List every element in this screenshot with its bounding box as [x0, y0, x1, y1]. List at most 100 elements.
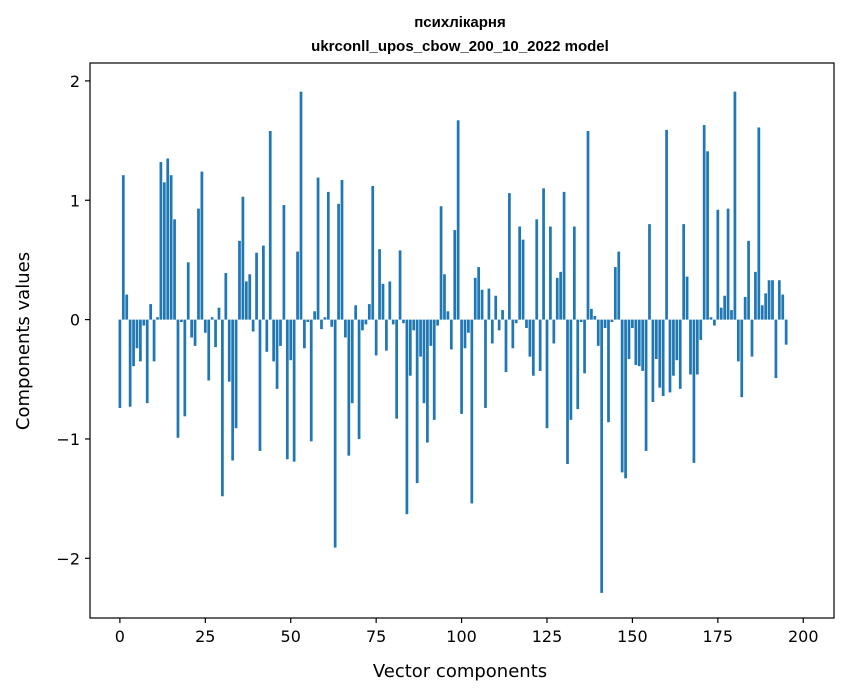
bar-150 [631, 319, 634, 328]
bar-35 [238, 240, 241, 320]
bar-91 [429, 319, 433, 346]
bar-76 [378, 249, 381, 320]
chart-title: психлікарня [414, 14, 506, 31]
bar-16 [173, 219, 176, 320]
bar-27 [210, 317, 214, 320]
bar-83 [402, 319, 405, 324]
bar-49 [285, 319, 289, 460]
bar-39 [251, 319, 255, 332]
bar-128 [555, 277, 559, 320]
bar-186 [754, 271, 757, 320]
bar-89 [422, 319, 426, 404]
bar-40 [255, 252, 258, 320]
bar-118 [521, 239, 525, 320]
bar-30 [221, 319, 224, 497]
bar-4 [132, 319, 135, 367]
bar-123 [538, 319, 542, 371]
bar-63 [333, 319, 337, 548]
bar-141 [600, 319, 604, 593]
bar-160 [665, 129, 668, 320]
bar-98 [453, 230, 457, 320]
bar-148 [624, 319, 627, 479]
chart-subtitle: ukrconll_upos_cbow_200_10_2022 model [311, 38, 609, 55]
bar-159 [661, 319, 665, 396]
plot-frame [89, 62, 835, 619]
bar-149 [627, 319, 631, 359]
bar-147 [620, 319, 624, 473]
bar-100 [460, 319, 463, 414]
bar-55 [306, 319, 310, 322]
bar-62 [330, 319, 334, 327]
bar-155 [648, 224, 651, 320]
bar-20 [186, 262, 190, 320]
bar-33 [231, 319, 235, 461]
bar-75 [374, 319, 378, 356]
bar-56 [309, 319, 313, 442]
bar-53 [299, 91, 303, 320]
bar-14 [166, 158, 170, 320]
bar-7 [142, 319, 146, 326]
bar-113 [504, 319, 508, 373]
x-tick-label: 0 [115, 627, 125, 646]
bar-80 [391, 319, 395, 325]
bar-87 [415, 319, 419, 484]
x-tick-label: 200 [788, 627, 819, 646]
bar-0 [118, 319, 122, 408]
bar-172 [706, 151, 709, 320]
bar-184 [747, 240, 750, 320]
bar-109 [490, 319, 494, 344]
bar-19 [183, 319, 187, 417]
bar-32 [227, 319, 231, 382]
bar-178 [726, 208, 730, 320]
bar-11 [156, 317, 159, 320]
bar-34 [234, 319, 238, 429]
y-tick-label: −2 [56, 549, 80, 568]
bar-71 [361, 319, 364, 331]
bar-18 [180, 319, 183, 322]
bar-23 [197, 208, 200, 320]
bar-140 [596, 319, 600, 346]
bar-93 [436, 319, 440, 326]
bar-187 [757, 127, 761, 320]
bar-173 [709, 317, 713, 320]
bar-195 [784, 319, 788, 345]
bar-12 [159, 162, 163, 320]
bar-103 [470, 319, 474, 504]
bar-17 [176, 319, 180, 438]
bar-117 [518, 226, 522, 320]
bar-190 [767, 280, 771, 320]
bar-43 [265, 319, 269, 352]
bar-171 [702, 125, 706, 320]
bar-24 [200, 171, 204, 320]
bar-181 [736, 319, 740, 362]
bar-13 [162, 182, 166, 320]
bar-124 [542, 188, 545, 320]
x-axis-label: Vector components [373, 661, 547, 682]
bar-38 [248, 274, 252, 320]
bar-44 [268, 131, 272, 320]
bar-134 [576, 319, 580, 410]
y-tick-label: 1 [70, 191, 80, 210]
bar-25 [203, 319, 207, 333]
bar-92 [432, 319, 436, 420]
bar-47 [279, 319, 282, 346]
bar-106 [480, 289, 484, 320]
bar-88 [419, 319, 422, 357]
bar-6 [139, 319, 142, 362]
y-tick-label: −1 [56, 430, 80, 449]
bar-191 [771, 280, 774, 320]
bar-67 [347, 319, 351, 456]
bar-28 [214, 319, 217, 348]
bar-66 [344, 319, 347, 338]
bar-37 [244, 281, 248, 320]
x-tick-label: 150 [617, 627, 648, 646]
bar-81 [395, 319, 399, 419]
bar-5 [135, 319, 139, 349]
bar-139 [593, 316, 597, 320]
bar-3 [128, 319, 132, 407]
bar-78 [385, 319, 388, 351]
bar-154 [644, 319, 648, 451]
bar-52 [296, 251, 299, 320]
bar-77 [381, 283, 385, 320]
